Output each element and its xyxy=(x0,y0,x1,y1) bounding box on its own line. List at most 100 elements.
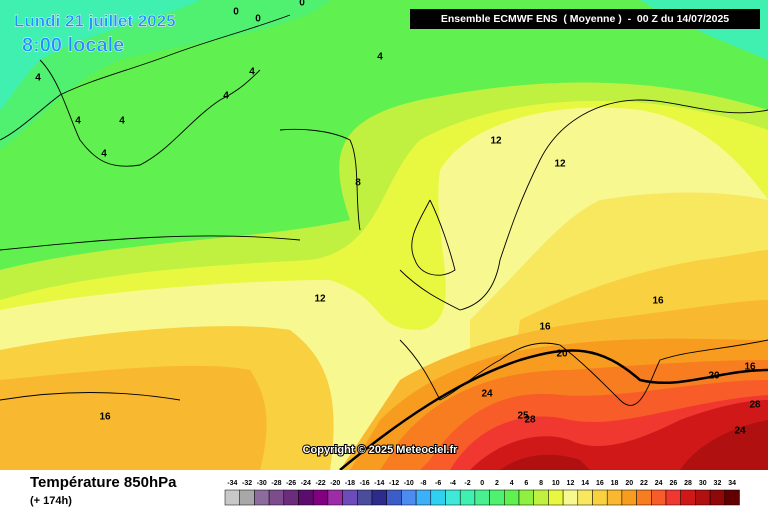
legend-swatch xyxy=(371,489,387,506)
contour-label: 16 xyxy=(744,362,756,373)
legend-swatch xyxy=(386,489,402,506)
copyright: Copyright © 2025 Meteociel.fr xyxy=(303,444,459,456)
contour-label: 28 xyxy=(749,400,761,411)
contour-label: 4 xyxy=(223,91,229,102)
legend-value: 10 xyxy=(552,480,560,487)
legend-value: 28 xyxy=(684,480,692,487)
run-info: Ensemble ECMWF ENS ( Moyenne ) - 00 Z du… xyxy=(441,13,729,25)
legend-swatch xyxy=(312,489,329,506)
legend-value: 24 xyxy=(655,480,663,487)
legend-swatch xyxy=(445,489,461,506)
contour-label: 4 xyxy=(119,116,125,127)
legend-swatch xyxy=(577,489,593,506)
run-box xyxy=(410,9,760,29)
legend-value: -6 xyxy=(435,480,441,487)
legend-value: 12 xyxy=(567,480,575,487)
legend-swatch xyxy=(651,489,667,506)
legend-value: 18 xyxy=(611,480,619,487)
contour-label: 8 xyxy=(355,178,361,189)
legend-swatch xyxy=(415,489,432,506)
legend-value: 32 xyxy=(714,480,722,487)
legend-value: 20 xyxy=(625,480,633,487)
legend-swatch xyxy=(533,489,549,506)
field-30 xyxy=(500,420,768,470)
contour-label: 16 xyxy=(99,412,111,423)
contour-label: 4 xyxy=(35,73,41,84)
legend-value: -12 xyxy=(389,480,399,487)
contour-label: 12 xyxy=(314,294,326,305)
legend-swatch xyxy=(224,489,240,506)
legend-swatch xyxy=(562,489,579,506)
contour-label: 16 xyxy=(652,296,664,307)
legend-swatch xyxy=(518,489,534,506)
legend-swatch xyxy=(459,489,476,506)
legend: -34 -32 -30 -28 -26 -24 -22 -20 -18 -16 -14 -12 -10-… xyxy=(224,480,740,506)
legend-swatch xyxy=(489,489,505,506)
contour-label: 4 xyxy=(377,52,383,63)
field-0 xyxy=(0,0,200,110)
map xyxy=(0,0,768,471)
legend-value: 6 xyxy=(524,480,528,487)
contour-label: 4 xyxy=(101,149,107,160)
map-time: 8:00 locale xyxy=(22,34,124,56)
legend-swatch xyxy=(298,489,314,506)
contour-label: 25 xyxy=(517,411,529,422)
legend-swatch xyxy=(680,489,696,506)
legend-value: 0 xyxy=(480,480,484,487)
legend-value: -26 xyxy=(286,480,296,487)
legend-value: 26 xyxy=(669,480,677,487)
legend-value: -20 xyxy=(330,480,340,487)
footer-title: Température 850hPa xyxy=(30,474,177,491)
legend-swatch xyxy=(504,489,520,506)
contour-label: 16 xyxy=(539,322,551,333)
legend-value: 22 xyxy=(640,480,648,487)
contour-label: 0 xyxy=(255,14,261,25)
legend-swatch xyxy=(709,489,726,506)
contour-label: 24 xyxy=(734,426,746,437)
legend-swatch xyxy=(592,489,608,506)
contour-label: 24 xyxy=(481,389,493,400)
legend-value: 8 xyxy=(539,480,543,487)
legend-value: -24 xyxy=(301,480,311,487)
legend-value: -22 xyxy=(315,480,325,487)
legend-swatch xyxy=(239,489,255,506)
legend-swatch xyxy=(254,489,270,506)
contour-20 xyxy=(339,349,768,471)
contour-label: 20 xyxy=(556,349,568,360)
field-28 xyxy=(470,400,768,470)
contour-label: 28 xyxy=(524,415,536,426)
coastline xyxy=(0,235,301,401)
legend-value: -2 xyxy=(464,480,470,487)
legend-value: -34 xyxy=(227,480,237,487)
contour-label: 12 xyxy=(554,159,566,170)
legend-swatch xyxy=(621,489,637,506)
legend-value: -8 xyxy=(420,480,426,487)
contour-label: 12 xyxy=(490,136,502,147)
legend-value: -32 xyxy=(242,480,252,487)
legend-value: -28 xyxy=(271,480,281,487)
legend-value: 30 xyxy=(699,480,707,487)
coastline xyxy=(279,128,456,276)
legend-swatch xyxy=(268,489,285,506)
contour-label: 20 xyxy=(708,371,720,382)
legend-swatch xyxy=(636,489,652,506)
legend-value: 4 xyxy=(510,480,514,487)
legend-swatch xyxy=(548,489,564,506)
legend-swatch xyxy=(606,489,623,506)
legend-value: -14 xyxy=(374,480,384,487)
footer-lead: (+ 174h) xyxy=(30,495,72,507)
coastline xyxy=(0,14,291,167)
legend-swatch xyxy=(401,489,417,506)
legend-value: 16 xyxy=(596,480,604,487)
legend-value: -16 xyxy=(360,480,370,487)
legend-swatch xyxy=(665,489,681,506)
contour-label: 0 xyxy=(299,0,305,9)
legend-swatch xyxy=(342,489,358,506)
legend-value: -30 xyxy=(257,480,267,487)
legend-swatch xyxy=(430,489,446,506)
legend-swatch xyxy=(474,489,490,506)
legend-value: -4 xyxy=(450,480,456,487)
legend-value: -18 xyxy=(345,480,355,487)
